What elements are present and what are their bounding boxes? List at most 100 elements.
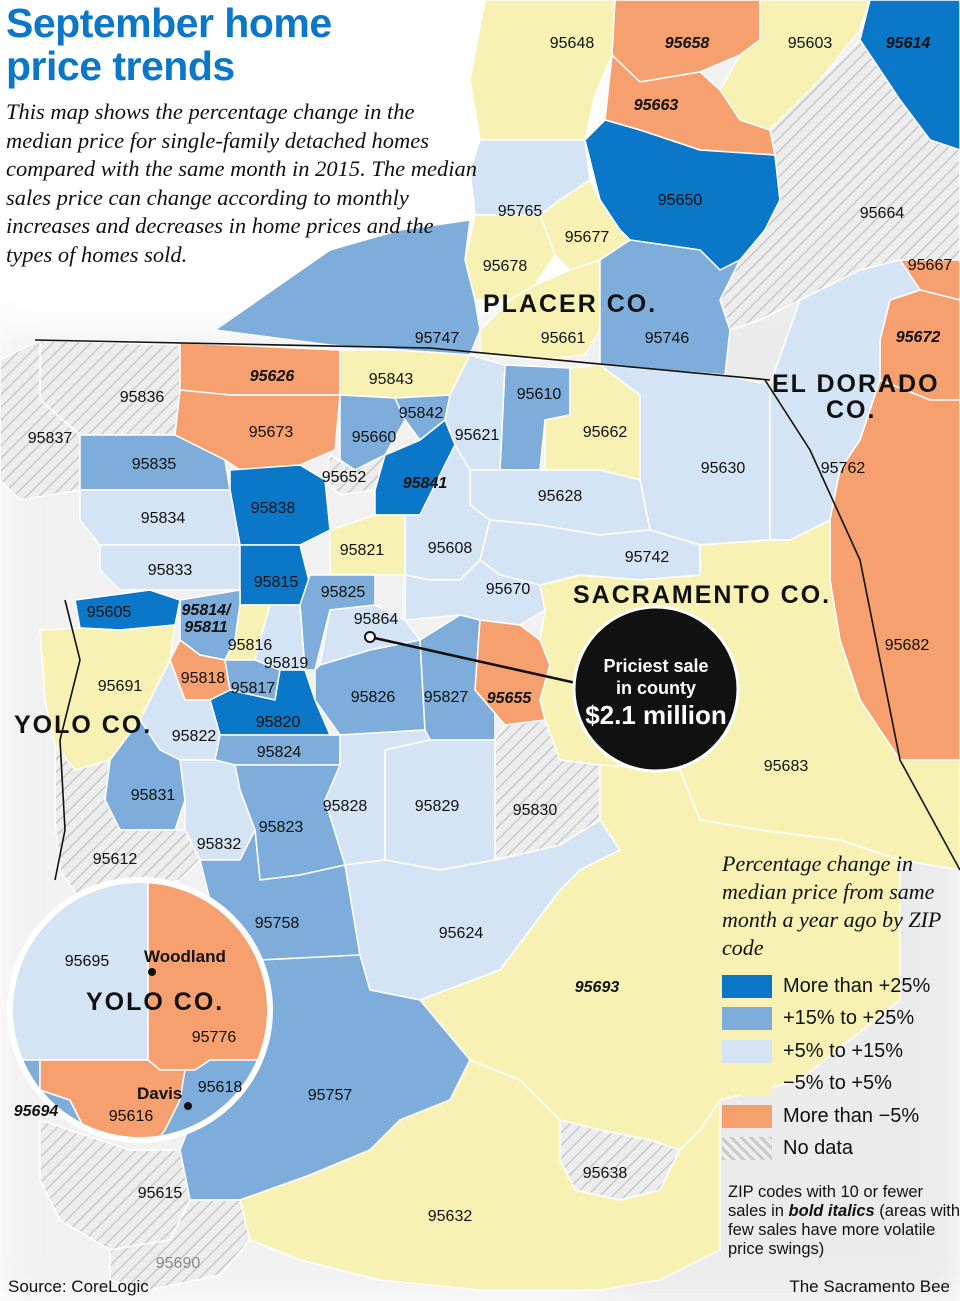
county-label-el-dorado: EL DORADO xyxy=(772,370,940,398)
callout-text: Priciest sale in county $2.1 million xyxy=(574,655,738,731)
publisher-credit: The Sacramento Bee xyxy=(789,1277,950,1296)
zip-label-95758: 95758 xyxy=(255,915,300,932)
zip-label-95746: 95746 xyxy=(645,330,690,347)
city-markers: Woodland Davis xyxy=(137,947,226,1110)
zip-label-95632: 95632 xyxy=(428,1208,473,1225)
zip-label-95682: 95682 xyxy=(885,637,930,654)
zip-label-95648: 95648 xyxy=(550,35,595,52)
legend-item: More than +25% xyxy=(722,970,958,1003)
zip-label-95864: 95864 xyxy=(354,611,399,628)
legend-items: More than +25% +15% to +25% +5% to +15% −5%… xyxy=(722,970,958,1165)
callout-point xyxy=(364,631,376,643)
zip-label-95667: 95667 xyxy=(908,257,953,274)
legend: Percentage change in median price from s… xyxy=(722,850,958,1165)
zip-label-95837: 95837 xyxy=(28,430,73,447)
zip-label-95678: 95678 xyxy=(483,258,528,275)
legend-label: −5% to +5% xyxy=(783,1072,892,1095)
zip-label-95829: 95829 xyxy=(415,798,460,815)
zip-area-95632 xyxy=(239,1059,721,1291)
legend-label: More than +25% xyxy=(783,974,931,997)
zip-label-95835: 95835 xyxy=(132,456,177,473)
zip-label-95825: 95825 xyxy=(321,584,366,601)
zip-label-95694: 95694 xyxy=(14,1103,59,1120)
woodland-marker xyxy=(148,968,156,976)
zip-area-95661 xyxy=(479,259,601,361)
zip-label-95762: 95762 xyxy=(821,460,866,477)
zip-label-95673: 95673 xyxy=(249,424,294,441)
zip-label-95693: 95693 xyxy=(575,979,620,996)
zip-area-95833 xyxy=(99,544,241,591)
legend-note-part2: (areas with few sales have more volatile… xyxy=(728,1202,960,1258)
callout-circle xyxy=(572,605,740,773)
zip-label-95822: 95822 xyxy=(172,728,217,745)
zip-label-95776: 95776 xyxy=(192,1029,237,1046)
zip-label-95833: 95833 xyxy=(148,562,193,579)
zip-label-95662: 95662 xyxy=(583,424,628,441)
zip-label-95818: 95818 xyxy=(181,670,226,687)
legend-label: +5% to +15% xyxy=(783,1039,904,1062)
callout-line1: Priciest sale xyxy=(603,656,709,676)
zip-label-95618: 95618 xyxy=(198,1079,243,1096)
zip-label-95815: 95815 xyxy=(254,574,299,591)
intro-text: This map shows the percentage change in … xyxy=(6,99,477,267)
zip-label-95826: 95826 xyxy=(351,689,396,706)
legend-item: No data xyxy=(722,1133,958,1166)
zip-label-95827: 95827 xyxy=(424,689,469,706)
legend-swatch xyxy=(722,1104,772,1128)
legend-label: More than −5% xyxy=(783,1104,920,1127)
zip-label-95831: 95831 xyxy=(131,787,176,804)
page-title: September home price trends xyxy=(6,0,332,89)
city-label-davis: Davis xyxy=(137,1084,182,1103)
zip-label-95765: 95765 xyxy=(498,203,543,220)
legend-swatch xyxy=(722,1137,772,1161)
zip-label-95757: 95757 xyxy=(308,1087,353,1104)
zip-area-95821 xyxy=(329,514,406,576)
zip-label-95621: 95621 xyxy=(455,427,500,444)
zip-area-95648 xyxy=(469,0,616,141)
zip-label-95683: 95683 xyxy=(764,758,809,775)
callout-leader-line xyxy=(369,635,586,687)
zip-label-95608: 95608 xyxy=(428,540,473,557)
zip-label-95664: 95664 xyxy=(860,205,905,222)
zip-label-95816: 95816 xyxy=(228,637,273,654)
zip-label-95838: 95838 xyxy=(251,500,296,517)
callout-line2: in county xyxy=(616,678,696,698)
legend-swatch xyxy=(722,1039,772,1063)
zip-area-95835 xyxy=(79,434,231,491)
zip-label-95624: 95624 xyxy=(439,925,484,942)
zip-label-95616: 95616 xyxy=(109,1108,154,1125)
legend-title: Percentage change in median price from s… xyxy=(722,851,941,960)
county-label-sacramento: SACRAMENTO CO. xyxy=(573,581,831,609)
county-label-yolo: YOLO CO. xyxy=(14,711,152,739)
zip-label-95820: 95820 xyxy=(256,714,301,731)
legend-note: ZIP codes with 10 or fewer sales in bold… xyxy=(728,1183,960,1259)
legend-item: −5% to +5% xyxy=(722,1068,958,1101)
legend-swatch xyxy=(722,974,772,998)
zip-label-95742: 95742 xyxy=(625,549,670,566)
zip-label-95638: 95638 xyxy=(583,1165,628,1182)
zip-area-95612 xyxy=(54,744,201,901)
zip-labels: 95648 95658 95603 95614 95663 95650 95664 95765… xyxy=(14,35,953,1272)
county-label-placer: PLACER CO. xyxy=(483,290,657,318)
legend-label: +15% to +25% xyxy=(783,1007,915,1030)
callout-amount: $2.1 million xyxy=(585,700,727,730)
zip-label-95661: 95661 xyxy=(541,330,586,347)
county-boundaries xyxy=(34,339,960,881)
zip-label-95819: 95819 xyxy=(264,655,309,672)
legend-item: +5% to +15% xyxy=(722,1035,958,1068)
zip-label-95695: 95695 xyxy=(65,953,110,970)
zip-label-95814-95811: 95814/95811 xyxy=(182,602,232,636)
legend-item: More than −5% xyxy=(722,1100,958,1133)
davis-marker xyxy=(184,1102,192,1110)
legend-swatch xyxy=(722,1007,772,1031)
zip-label-95612: 95612 xyxy=(93,851,138,868)
county-label-yolo-inset: YOLO CO. xyxy=(86,988,224,1016)
zip-area-95747 xyxy=(214,219,481,356)
zip-label-95658: 95658 xyxy=(665,35,710,52)
city-label-woodland: Woodland xyxy=(144,947,226,966)
zip-label-95691: 95691 xyxy=(98,678,143,695)
zip-label-95834: 95834 xyxy=(141,510,186,527)
zip-label-95663: 95663 xyxy=(634,97,679,114)
